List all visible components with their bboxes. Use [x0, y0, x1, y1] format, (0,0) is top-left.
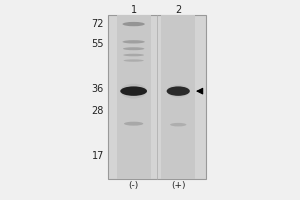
Text: 28: 28: [92, 106, 104, 116]
Ellipse shape: [124, 59, 144, 62]
Ellipse shape: [122, 40, 145, 43]
Ellipse shape: [120, 84, 147, 99]
Ellipse shape: [122, 22, 145, 26]
Ellipse shape: [124, 122, 143, 126]
Text: 36: 36: [92, 84, 104, 94]
Ellipse shape: [170, 123, 186, 126]
Text: 55: 55: [92, 39, 104, 49]
Bar: [108, 15, 206, 179]
Bar: [117, 15, 151, 179]
Text: 17: 17: [92, 151, 104, 161]
Text: (+): (+): [171, 181, 185, 190]
Bar: [161, 15, 195, 179]
Ellipse shape: [167, 86, 190, 96]
Ellipse shape: [123, 54, 144, 56]
Ellipse shape: [167, 85, 190, 98]
Ellipse shape: [123, 47, 144, 50]
Text: 1: 1: [130, 5, 137, 15]
Text: 2: 2: [175, 5, 182, 15]
Text: (-): (-): [128, 181, 139, 190]
Text: 72: 72: [92, 19, 104, 29]
Ellipse shape: [120, 86, 147, 96]
